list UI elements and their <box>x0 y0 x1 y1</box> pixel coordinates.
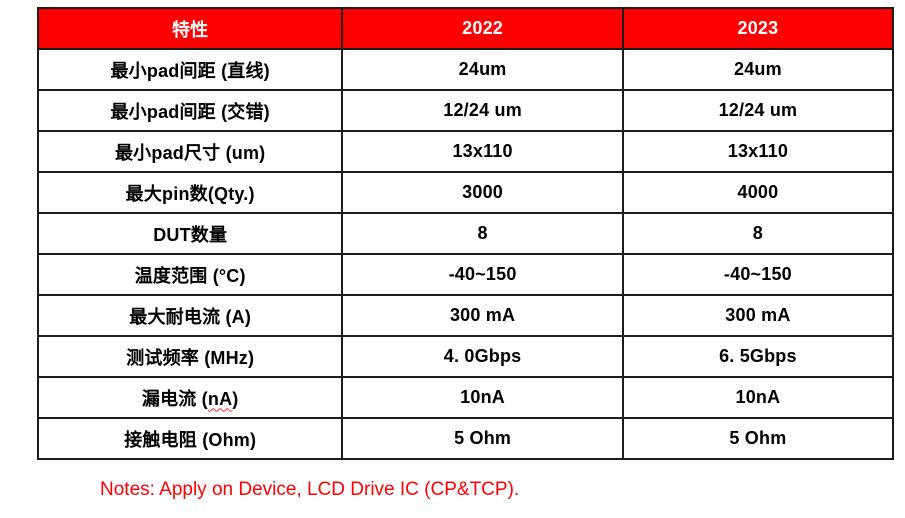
feature-label: DUT数量 <box>153 224 228 245</box>
feature-label: 最小pad间距 (交错) <box>110 101 270 122</box>
feature-label: 最大pin数(Qty.) <box>125 183 255 204</box>
value-2023-cell: 300 mA <box>621 294 895 337</box>
feature-cell: DUT数量 <box>36 212 344 255</box>
table-row: DUT数量 8 8 <box>36 212 895 255</box>
value-2022-cell: 10nA <box>341 376 624 419</box>
table-row: 测试频率 (MHz) 4. 0Gbps 6. 5Gbps <box>36 335 895 378</box>
table-row: 最小pad尺寸 (um) 13x110 13x110 <box>36 130 895 173</box>
table-row: 最大pin数(Qty.) 3000 4000 <box>36 171 895 214</box>
value-2023-cell: 8 <box>621 212 895 255</box>
column-header-2023: 2023 <box>621 7 895 50</box>
spec-comparison-table-container: 特性 2022 2023 最小pad间距 (直线) 24um 24um 最小pa… <box>36 7 895 460</box>
feature-label: 温度范围 (°C) <box>134 265 246 286</box>
table-row: 漏电流 (nA) 10nA 10nA <box>36 376 895 419</box>
value-2023-cell: 24um <box>621 48 895 91</box>
table-row: 最小pad间距 (交错) 12/24 um 12/24 um <box>36 89 895 132</box>
feature-label: 最小pad间距 (直线) <box>110 60 270 81</box>
feature-cell: 最小pad尺寸 (um) <box>36 130 344 173</box>
value-2023-cell: 6. 5Gbps <box>621 335 895 378</box>
feature-cell: 最大pin数(Qty.) <box>36 171 344 214</box>
header-row: 特性 2022 2023 <box>36 7 895 50</box>
notes-text: Notes: Apply on Device, LCD Drive IC (CP… <box>100 479 520 500</box>
value-2023-cell: 5 Ohm <box>621 417 895 460</box>
feature-label: 测试频率 (MHz) <box>126 347 255 368</box>
feature-cell: 漏电流 (nA) <box>36 376 344 419</box>
feature-cell: 最小pad间距 (直线) <box>36 48 344 91</box>
value-2022-cell: 3000 <box>341 171 624 214</box>
value-2022-cell: 8 <box>341 212 624 255</box>
feature-cell: 最大耐电流 (A) <box>36 294 344 337</box>
feature-label: 接触电阻 (Ohm) <box>124 429 257 450</box>
spec-comparison-table: 特性 2022 2023 最小pad间距 (直线) 24um 24um 最小pa… <box>36 7 895 460</box>
value-2022-cell: 300 mA <box>341 294 624 337</box>
table-row: 接触电阻 (Ohm) 5 Ohm 5 Ohm <box>36 417 895 460</box>
value-2022-cell: -40~150 <box>341 253 624 296</box>
value-2023-cell: 10nA <box>621 376 895 419</box>
column-header-feature: 特性 <box>36 7 344 50</box>
value-2022-cell: 5 Ohm <box>341 417 624 460</box>
feature-label: 最大耐电流 (A) <box>129 306 252 327</box>
feature-label: 漏电流 ( <box>141 388 208 409</box>
feature-cell: 最小pad间距 (交错) <box>36 89 344 132</box>
table-row: 最小pad间距 (直线) 24um 24um <box>36 48 895 91</box>
column-header-2022: 2022 <box>341 7 624 50</box>
feature-label-spellcheck-part: nA <box>207 388 233 409</box>
value-2023-cell: 13x110 <box>621 130 895 173</box>
value-2022-cell: 12/24 um <box>341 89 624 132</box>
value-2022-cell: 24um <box>341 48 624 91</box>
table-row: 最大耐电流 (A) 300 mA 300 mA <box>36 294 895 337</box>
value-2023-cell: 12/24 um <box>621 89 895 132</box>
value-2022-cell: 4. 0Gbps <box>341 335 624 378</box>
feature-cell: 测试频率 (MHz) <box>36 335 344 378</box>
table-row: 温度范围 (°C) -40~150 -40~150 <box>36 253 895 296</box>
value-2023-cell: -40~150 <box>621 253 895 296</box>
feature-cell: 温度范围 (°C) <box>36 253 344 296</box>
feature-label: 最小pad尺寸 (um) <box>114 142 266 163</box>
feature-cell: 接触电阻 (Ohm) <box>36 417 344 460</box>
value-2023-cell: 4000 <box>621 171 895 214</box>
value-2022-cell: 13x110 <box>341 130 624 173</box>
feature-label-suffix: ) <box>232 388 239 409</box>
